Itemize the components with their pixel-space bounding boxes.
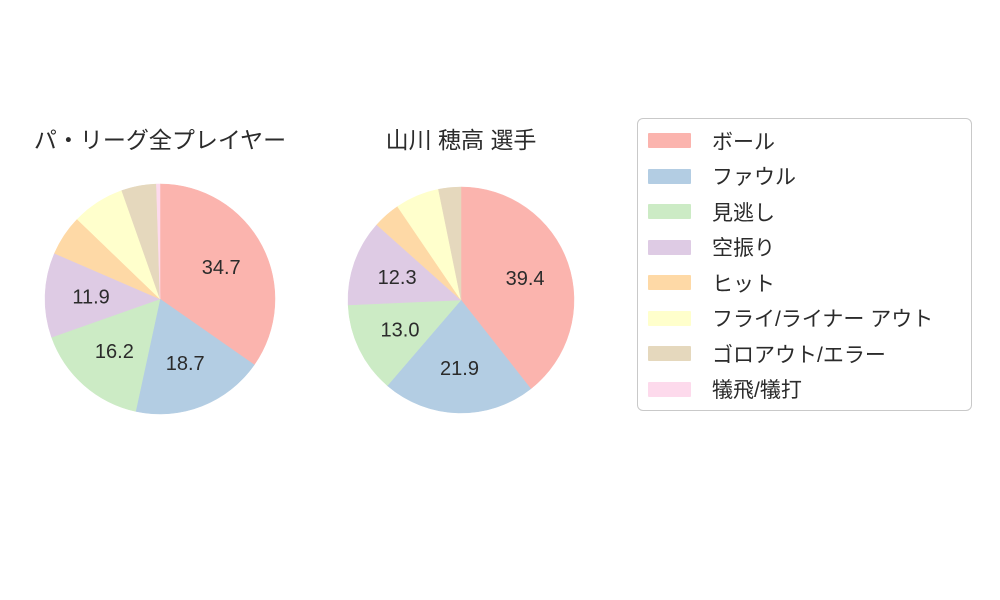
legend-swatch [648, 168, 691, 184]
chart-title-league: パ・リーグ全プレイヤー [33, 127, 287, 153]
legend-item: 空振り [648, 230, 971, 266]
pie-value-label-ball: 34.7 [202, 257, 241, 279]
legend-item: 犠飛/犠打 [648, 372, 971, 408]
legend-label: ファウル [712, 166, 796, 190]
legend-item: 見逃し [648, 194, 971, 230]
pie-value-label-called-strike: 13.0 [381, 320, 420, 342]
legend-swatch [648, 381, 691, 397]
pie-slice-ball [460, 186, 575, 390]
pie-slice-called-strike [347, 299, 462, 387]
pie-slice-swinging-strike [44, 253, 161, 338]
legend-item: ファウル [648, 159, 971, 195]
legend-swatch [648, 239, 691, 255]
pie-chart-league: 34.7 18.7 16.2 11.9 [44, 183, 276, 415]
pie-value-label-ball: 39.4 [506, 268, 545, 290]
legend-label: フライ/ライナー アウト [712, 308, 934, 332]
pie-slice-groundout-error [438, 186, 462, 301]
legend-swatch [648, 275, 691, 291]
pie-chart-player: 39.4 21.9 13.0 12.3 [347, 186, 575, 414]
legend-item: ボール [648, 123, 971, 159]
pie-slice-swinging-strike [347, 224, 462, 306]
legend-item: フライ/ライナー アウト [648, 301, 971, 337]
legend-swatch [648, 204, 691, 220]
legend-label: ゴロアウト/エラー [712, 343, 886, 367]
pie-value-label-called-strike: 16.2 [95, 341, 134, 363]
pie-slice-called-strike [51, 298, 161, 412]
legend-label: 犠飛/犠打 [712, 379, 802, 403]
legend-label: 空振り [712, 237, 775, 261]
pie-value-label-swinging-strike: 12.3 [378, 267, 417, 289]
legend-item: ヒット [648, 265, 971, 301]
chart-title-player: 山川 穂高 選手 [385, 127, 537, 153]
legend-swatch [648, 346, 691, 362]
legend: ボールファウル見逃し空振りヒットフライ/ライナー アウト ゴロアウト/エラー 犠飛/… [637, 118, 972, 411]
pie-value-label-swinging-strike: 11.9 [72, 287, 109, 309]
pie-slice-foul [135, 298, 255, 415]
legend-item: ゴロアウト/エラー [648, 336, 971, 372]
pie-slice-foul [386, 299, 532, 414]
pie-slice-ball [159, 183, 276, 366]
legend-swatch [648, 133, 691, 149]
legend-label: 見逃し [712, 201, 775, 225]
pie-slice-sacrifice [156, 183, 161, 300]
legend-label: ヒット [712, 272, 775, 296]
legend-label: ボール [712, 130, 775, 154]
legend-swatch [648, 310, 691, 326]
pie-value-label-foul: 18.7 [166, 353, 205, 375]
pie-value-label-foul: 21.9 [440, 358, 479, 380]
